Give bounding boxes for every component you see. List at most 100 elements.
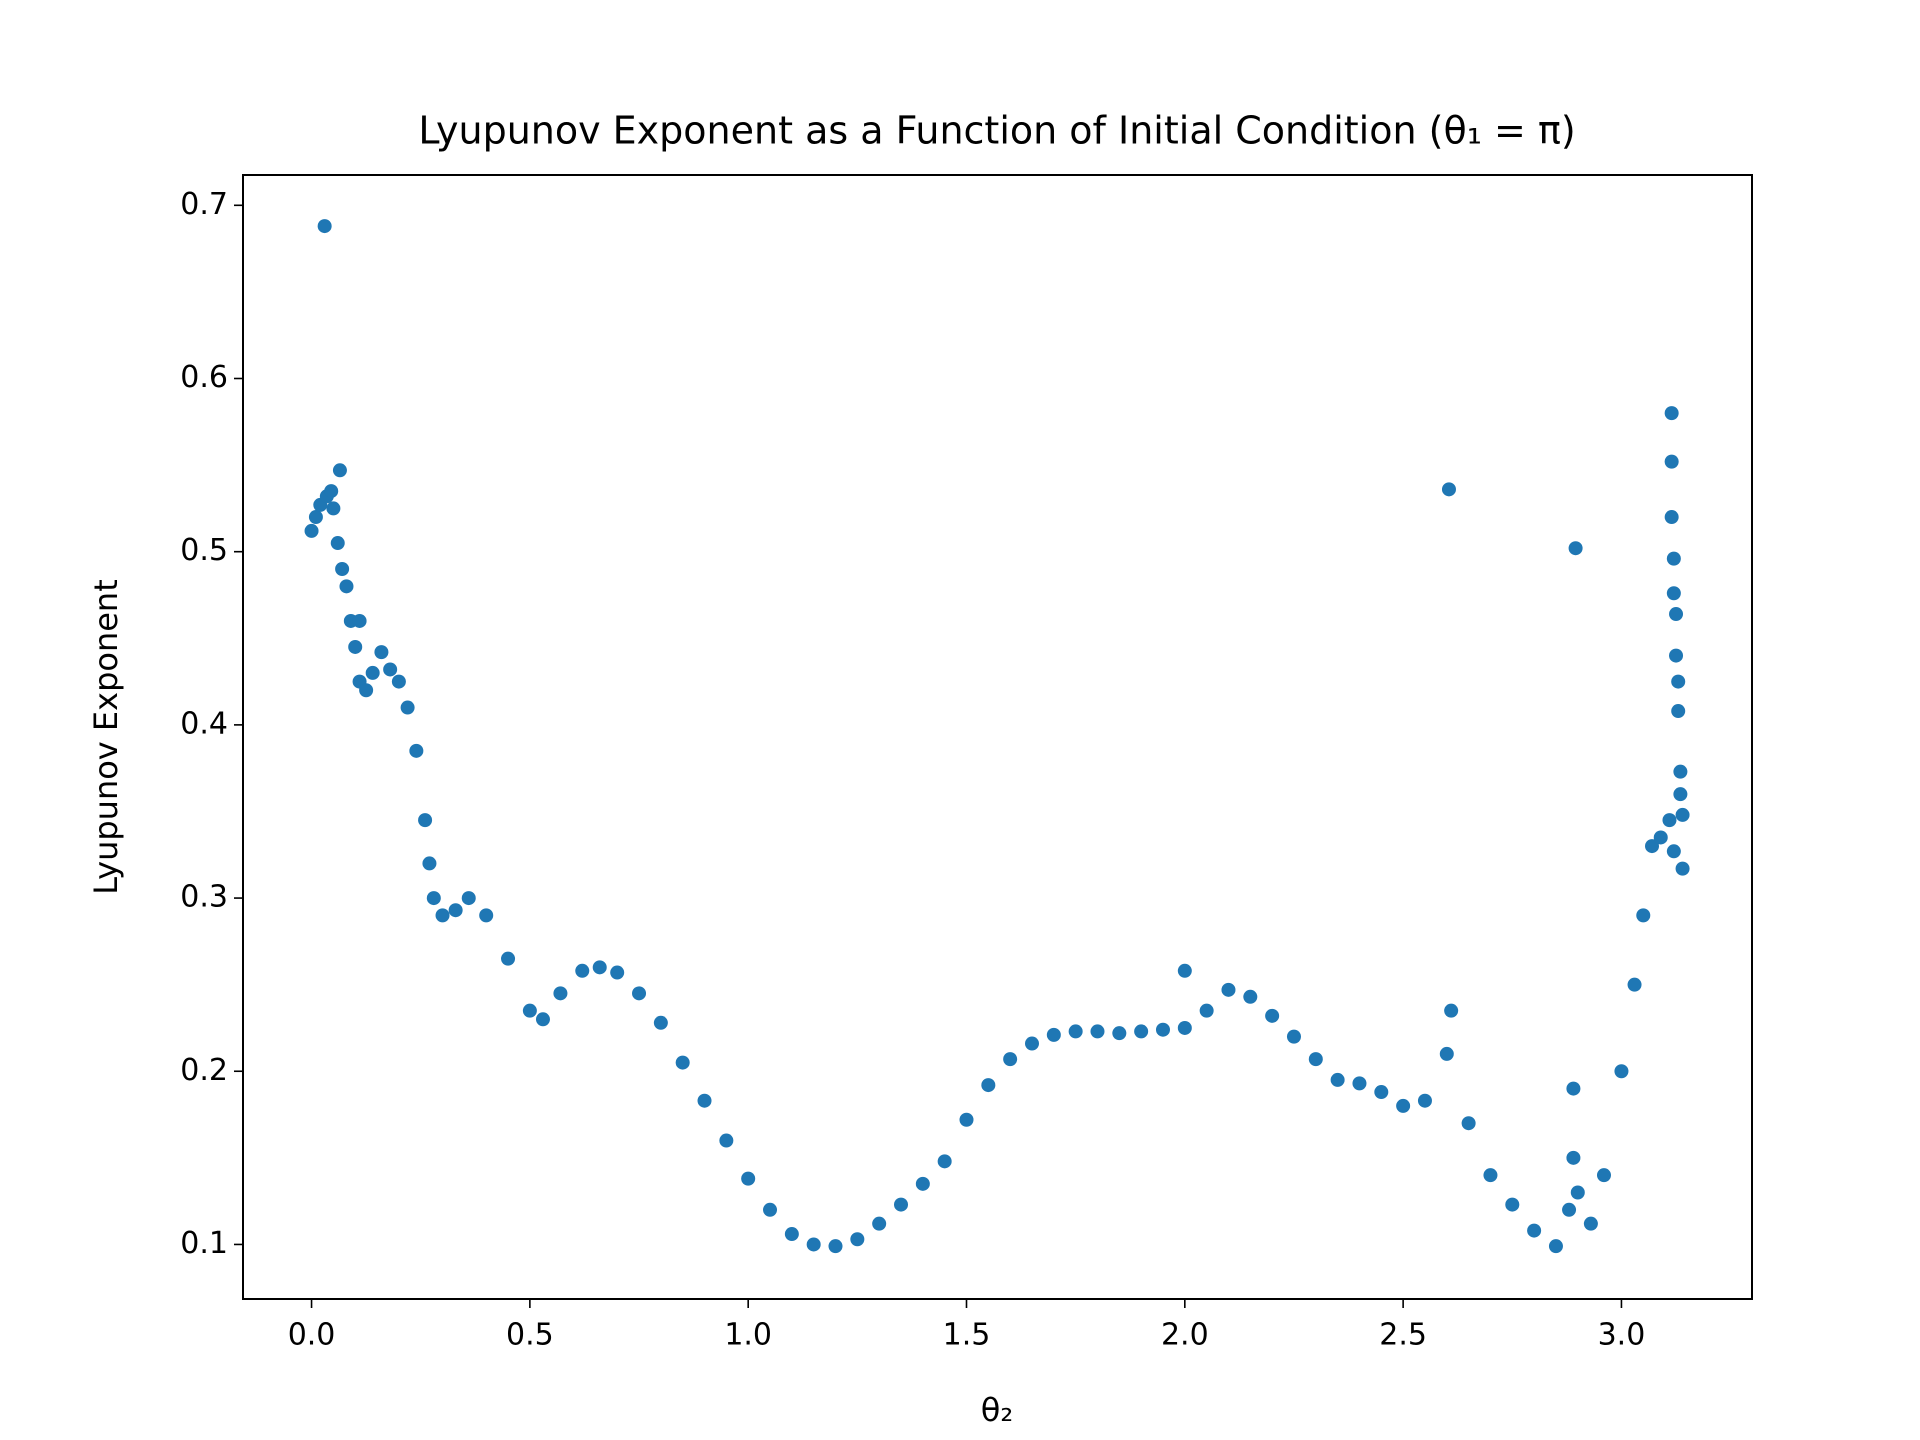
- point: [741, 1171, 756, 1186]
- point: [1669, 607, 1684, 622]
- point: [448, 903, 463, 918]
- point: [1177, 963, 1192, 978]
- point: [1330, 1072, 1345, 1087]
- point: [981, 1078, 996, 1093]
- point: [324, 484, 339, 499]
- point: [653, 1015, 668, 1030]
- point: [1090, 1024, 1105, 1039]
- point: [1439, 1046, 1454, 1061]
- x-tick-label: 0.0: [288, 1318, 336, 1353]
- point: [1527, 1223, 1542, 1238]
- point: [359, 683, 374, 698]
- point: [1570, 1185, 1585, 1200]
- point: [1596, 1168, 1611, 1183]
- point: [479, 908, 494, 923]
- point: [592, 960, 607, 975]
- x-tick-label: 0.5: [506, 1318, 554, 1353]
- point: [1664, 510, 1679, 525]
- point: [872, 1216, 887, 1231]
- y-axis-label: Lyupunov Exponent: [87, 579, 125, 895]
- point: [959, 1112, 974, 1127]
- point: [374, 645, 389, 660]
- y-tick-label: 0.1: [180, 1226, 228, 1261]
- point: [383, 662, 398, 677]
- point: [1243, 989, 1258, 1004]
- point: [1444, 1003, 1459, 1018]
- point: [352, 613, 367, 628]
- point: [365, 665, 380, 680]
- point: [1671, 674, 1686, 689]
- point: [1673, 764, 1688, 779]
- point: [426, 891, 441, 906]
- y-tick-label: 0.3: [180, 880, 228, 915]
- x-tick-label: 1.0: [724, 1318, 772, 1353]
- point: [915, 1176, 930, 1191]
- point: [1505, 1197, 1520, 1212]
- point: [1221, 982, 1236, 997]
- point: [348, 639, 363, 654]
- point: [1653, 830, 1668, 845]
- point: [1669, 648, 1684, 663]
- x-tick-label: 2.5: [1379, 1318, 1427, 1353]
- plot-frame: [242, 174, 1753, 1300]
- point: [1134, 1024, 1149, 1039]
- point: [1177, 1020, 1192, 1035]
- point: [1417, 1093, 1432, 1108]
- point: [422, 856, 437, 871]
- point: [330, 536, 345, 551]
- point: [501, 951, 516, 966]
- point: [1003, 1052, 1018, 1067]
- point: [894, 1197, 909, 1212]
- point: [610, 965, 625, 980]
- point: [1286, 1029, 1301, 1044]
- point: [1662, 813, 1677, 828]
- point: [937, 1154, 952, 1169]
- point: [461, 891, 476, 906]
- point: [1666, 844, 1681, 859]
- point: [719, 1133, 734, 1148]
- point: [1664, 454, 1679, 469]
- point: [1614, 1064, 1629, 1079]
- point: [339, 579, 354, 594]
- point: [1483, 1168, 1498, 1183]
- point: [1374, 1085, 1389, 1100]
- point: [1675, 861, 1690, 876]
- point: [391, 674, 406, 689]
- point: [1673, 787, 1688, 802]
- point: [1666, 551, 1681, 566]
- point: [1566, 1150, 1581, 1165]
- point: [304, 523, 319, 538]
- x-tick-label: 1.5: [943, 1318, 991, 1353]
- point: [1112, 1026, 1127, 1041]
- x-axis-label: θ₂: [981, 1391, 1013, 1429]
- point: [1396, 1098, 1411, 1113]
- point: [697, 1093, 712, 1108]
- point: [1308, 1052, 1323, 1067]
- y-tick-label: 0.6: [180, 360, 228, 395]
- point: [1562, 1202, 1577, 1217]
- x-tick-label: 3.0: [1598, 1318, 1646, 1353]
- point: [1068, 1024, 1083, 1039]
- point: [317, 219, 332, 234]
- point: [409, 743, 424, 758]
- point: [1671, 704, 1686, 719]
- chart-title: Lyupunov Exponent as a Function of Initi…: [418, 109, 1575, 153]
- point: [828, 1239, 843, 1254]
- point: [1583, 1216, 1598, 1231]
- point: [535, 1012, 550, 1027]
- point: [1675, 807, 1690, 822]
- point: [1645, 839, 1660, 854]
- point: [1664, 406, 1679, 421]
- point: [675, 1055, 690, 1070]
- point: [522, 1003, 537, 1018]
- x-tick-label: 2.0: [1161, 1318, 1209, 1353]
- point: [332, 463, 347, 478]
- point: [1548, 1239, 1563, 1254]
- point: [1666, 586, 1681, 601]
- point: [1627, 977, 1642, 992]
- y-tick-label: 0.7: [180, 187, 228, 222]
- point: [1046, 1027, 1061, 1042]
- point: [1155, 1022, 1170, 1037]
